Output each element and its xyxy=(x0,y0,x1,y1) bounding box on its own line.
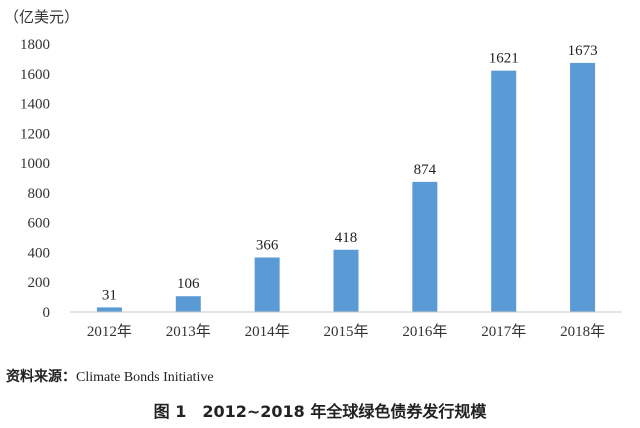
source-label: 资料来源： xyxy=(6,369,76,385)
y-axis-ticks: 0 200 400 600 800 1000 1200 1400 1600 1800 xyxy=(20,37,50,321)
y-tick-label: 400 xyxy=(28,245,51,261)
y-tick-label: 600 xyxy=(28,216,51,232)
y-tick-label: 1600 xyxy=(20,67,50,83)
data-label: 106 xyxy=(177,276,200,292)
y-tick-label: 200 xyxy=(28,275,51,291)
bar xyxy=(333,249,359,312)
x-tick-label: 2018年 xyxy=(560,323,605,340)
y-tick-label: 1200 xyxy=(20,126,50,142)
y-tick-label: 1800 xyxy=(20,37,50,53)
data-label: 1673 xyxy=(568,43,598,59)
data-label: 31 xyxy=(102,287,117,303)
data-label: 418 xyxy=(335,230,358,246)
data-label: 1621 xyxy=(489,51,519,67)
x-tick-label: 2014年 xyxy=(245,323,290,340)
y-tick-label: 1000 xyxy=(20,156,50,172)
x-tick-label: 2012年 xyxy=(87,323,132,340)
data-label: 874 xyxy=(414,162,437,178)
x-tick-label: 2015年 xyxy=(323,323,368,340)
bar xyxy=(254,257,280,312)
y-tick-label: 800 xyxy=(28,186,51,202)
x-axis-ticks: 2012年 2013年 2014年 2015年 2016年 2017年 2018年 xyxy=(87,323,605,340)
bar-chart: （亿美元） 020040060080010001200140016001800 … xyxy=(4,8,622,340)
source-text: Climate Bonds Initiative xyxy=(76,370,214,385)
bars xyxy=(96,62,596,312)
figure-caption: 图 1 2012~2018 年全球绿色债券发行规模 xyxy=(153,402,487,421)
y-axis-unit-label: （亿美元） xyxy=(4,8,79,26)
x-tick-label: 2013年 xyxy=(166,323,211,340)
bar xyxy=(96,307,122,312)
data-label: 366 xyxy=(256,238,279,254)
bar xyxy=(175,296,201,312)
bar xyxy=(412,181,438,312)
y-tick-label: 1400 xyxy=(20,97,50,113)
x-tick-label: 2016年 xyxy=(402,323,447,340)
source-note: 资料来源：Climate Bonds Initiative xyxy=(6,366,214,386)
bar xyxy=(570,62,596,312)
x-tick-label: 2017年 xyxy=(481,323,526,340)
bar xyxy=(491,70,517,312)
data-labels: 31 106 366 418 874 1621 1673 xyxy=(102,43,598,303)
y-tick-label: 0 xyxy=(43,305,51,321)
